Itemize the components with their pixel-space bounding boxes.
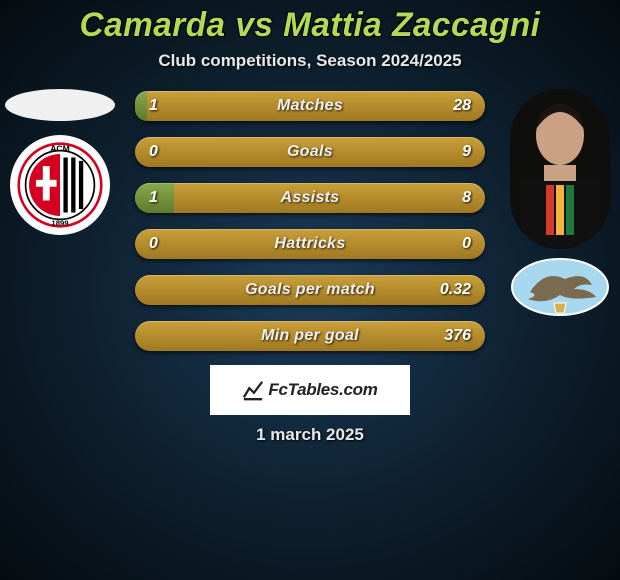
stat-bar: Goals per match0.32 — [135, 275, 485, 305]
right-player-column — [500, 89, 620, 317]
date-text: 1 march 2025 — [0, 425, 620, 445]
stat-label: Matches — [135, 91, 485, 121]
stat-bar: 0Goals9 — [135, 137, 485, 167]
stat-value-right: 8 — [462, 183, 471, 213]
brand-text: FcTables.com — [268, 380, 377, 400]
stat-bar: 1Assists8 — [135, 183, 485, 213]
lazio-crest-icon — [510, 257, 610, 317]
left-player-photo — [5, 89, 115, 121]
stat-bar: Min per goal376 — [135, 321, 485, 351]
left-player-column: ACM 1899 — [0, 89, 120, 235]
stat-value-right: 9 — [462, 137, 471, 167]
acmilan-crest-icon: ACM 1899 — [17, 142, 103, 228]
stat-value-right: 0.32 — [440, 275, 471, 305]
stat-bars: 1Matches280Goals91Assists80Hattricks0Goa… — [135, 89, 485, 351]
right-club-crest — [510, 257, 610, 317]
brand-badge: FcTables.com — [210, 365, 410, 415]
right-player-photo — [510, 89, 610, 249]
stat-value-right: 28 — [453, 91, 471, 121]
page-title: Camarda vs Mattia Zaccagni — [6, 6, 614, 45]
stat-value-right: 0 — [462, 229, 471, 259]
comparison-area: ACM 1899 — [0, 89, 620, 359]
stat-label: Goals — [135, 137, 485, 167]
chart-line-icon — [242, 379, 264, 401]
stat-label: Min per goal — [135, 321, 485, 351]
stat-label: Assists — [135, 183, 485, 213]
stat-bar: 0Hattricks0 — [135, 229, 485, 259]
infographic-container: Camarda vs Mattia Zaccagni Club competit… — [0, 0, 620, 580]
stat-value-right: 376 — [444, 321, 471, 351]
crest-year: 1899 — [51, 218, 69, 227]
player-silhouette-icon — [510, 89, 610, 249]
stat-label: Hattricks — [135, 229, 485, 259]
stat-label: Goals per match — [135, 275, 485, 305]
left-club-crest: ACM 1899 — [10, 135, 110, 235]
crest-text: ACM — [50, 143, 70, 153]
subtitle: Club competitions, Season 2024/2025 — [0, 51, 620, 71]
stat-bar: 1Matches28 — [135, 91, 485, 121]
